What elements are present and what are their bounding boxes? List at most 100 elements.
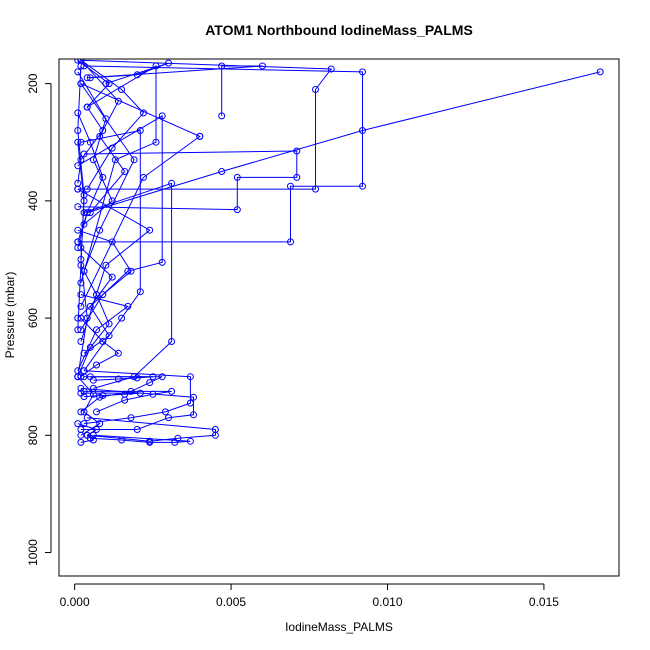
x-tick-label: 0.010 (372, 595, 402, 609)
data-point (168, 338, 176, 345)
data-point (93, 361, 100, 369)
series-line-32 (90, 62, 169, 85)
data-point (168, 387, 176, 395)
data-point (596, 68, 604, 76)
data-point (118, 314, 126, 322)
data-point (218, 112, 226, 120)
data-point (74, 59, 82, 64)
y-tick-label: 200 (26, 73, 40, 93)
series-line-15 (90, 434, 191, 443)
data-point (127, 414, 135, 422)
data-point (89, 436, 97, 444)
data-point (158, 373, 166, 381)
data-point (133, 374, 141, 382)
data-point (80, 150, 88, 158)
x-axis: 0.000 0.005 0.010 0.015 (60, 583, 559, 609)
data-point (102, 80, 110, 88)
data-point (258, 62, 266, 70)
data-point (96, 226, 104, 234)
data-point (89, 390, 97, 398)
data-point (74, 420, 82, 428)
data-point (158, 258, 166, 266)
data-point (359, 182, 366, 190)
data-point (121, 390, 129, 398)
x-tick-label: 0.000 (60, 595, 90, 609)
data-point (74, 203, 82, 211)
series-line-17 (77, 229, 132, 331)
data-point (99, 392, 107, 399)
y-axis-label: Pressure (mbar) (3, 272, 17, 359)
data-point (186, 437, 194, 445)
data-point (149, 390, 157, 398)
series-line-21 (77, 376, 101, 436)
data-point (77, 291, 85, 299)
data-point (74, 127, 82, 134)
data-point (186, 373, 194, 381)
data-point (124, 302, 132, 310)
data-point (165, 59, 172, 67)
series-line-34 (77, 65, 85, 330)
series-line-2 (77, 150, 298, 211)
data-point (77, 80, 85, 88)
data-point (89, 376, 97, 384)
series-line-18 (80, 317, 120, 378)
series-line-26 (77, 188, 151, 342)
series-line-19 (77, 71, 113, 225)
data-point (149, 373, 157, 381)
data-point (136, 127, 144, 134)
data-point (83, 185, 91, 193)
data-point (83, 314, 91, 322)
data-point (146, 438, 154, 446)
data-point (74, 238, 82, 246)
series-line-10 (83, 370, 191, 425)
chart-title: ATOM1 Northbound IodineMass_PALMS (205, 22, 473, 38)
data-point (118, 436, 126, 444)
data-point (80, 393, 88, 401)
y-tick-label: 600 (26, 308, 40, 328)
data-point (218, 62, 226, 70)
data-point (233, 206, 241, 214)
data-point (93, 426, 100, 433)
data-point (86, 138, 94, 146)
data-point (74, 138, 82, 146)
series-line-7 (77, 115, 163, 319)
data-point (114, 349, 122, 357)
series-line-29 (84, 376, 153, 381)
data-point (74, 179, 82, 187)
data-point (136, 389, 144, 397)
data-point (168, 179, 176, 187)
data-point (133, 71, 141, 79)
data-point (77, 438, 85, 446)
data-point (83, 103, 91, 111)
data-point (233, 173, 241, 181)
data-point (102, 261, 110, 269)
data-point (136, 288, 144, 296)
series-line-20 (77, 270, 110, 377)
data-point (77, 261, 85, 269)
data-point (211, 431, 219, 439)
y-tick-label: 400 (26, 191, 40, 211)
data-point (83, 431, 91, 439)
x-tick-label: 0.005 (216, 595, 246, 609)
data-point (108, 144, 116, 152)
series-line-31 (77, 423, 98, 443)
y-tick-label: 1000 (26, 539, 40, 566)
data-point (83, 209, 91, 217)
data-point (190, 393, 197, 401)
data-point (77, 62, 85, 70)
data-point (99, 173, 107, 181)
data-point (99, 338, 107, 345)
series-line-9 (80, 65, 157, 284)
y-axis: 200 400 600 800 1000 (26, 73, 52, 566)
series-line-16 (80, 59, 145, 190)
data-point (93, 408, 100, 416)
series-line-24 (80, 247, 113, 354)
y-tick-label: 800 (26, 425, 40, 445)
data-point (293, 147, 301, 155)
series-line-1 (77, 65, 363, 243)
plot-frame (58, 58, 620, 577)
series-line-25 (80, 83, 135, 272)
data-point (196, 132, 204, 140)
